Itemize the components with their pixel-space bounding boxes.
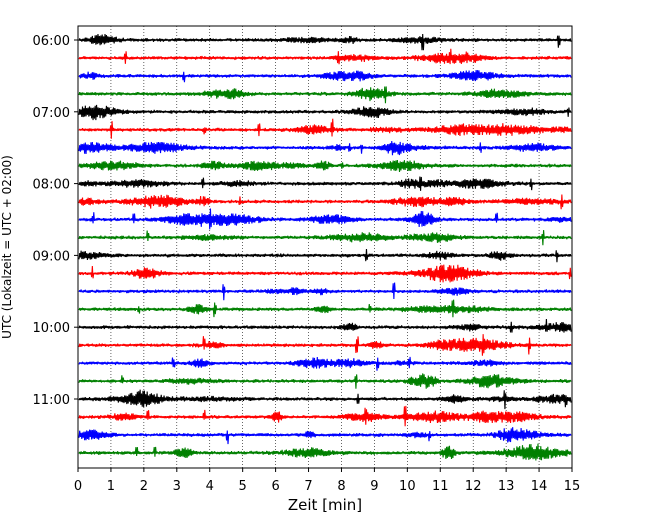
x-tick-label: 7 bbox=[304, 479, 312, 494]
trace-1145 bbox=[78, 443, 572, 461]
x-axis-ticks: 0 1 2 3 4 5 6 7 8 9 10 11 12 13 14 15 bbox=[74, 468, 580, 494]
seismogram-traces bbox=[78, 33, 572, 461]
trace-0645 bbox=[78, 86, 572, 104]
trace-0745 bbox=[78, 160, 572, 172]
trace-0945 bbox=[78, 299, 572, 318]
x-tick-label: 12 bbox=[465, 479, 482, 494]
x-axis-label: Zeit [min] bbox=[288, 496, 362, 514]
trace-0845 bbox=[78, 230, 572, 246]
x-tick-label: 11 bbox=[432, 479, 449, 494]
x-tick-label: 9 bbox=[370, 479, 378, 494]
trace-0915 bbox=[78, 264, 572, 283]
trace-0700 bbox=[78, 104, 572, 121]
trace-0600 bbox=[78, 33, 572, 51]
x-tick-label: 14 bbox=[531, 479, 548, 494]
y-axis-ticks: 06:00 07:00 08:00 09:00 10:00 11:00 bbox=[33, 34, 78, 408]
trace-0800 bbox=[78, 176, 572, 191]
x-tick-label: 3 bbox=[173, 479, 181, 494]
trace-1130 bbox=[78, 427, 572, 445]
x-tick-label: 13 bbox=[498, 479, 515, 494]
trace-0930 bbox=[78, 282, 572, 301]
y-axis-label: UTC (Lokalzeit = UTC + 02:00) bbox=[0, 155, 14, 339]
trace-0900 bbox=[78, 249, 572, 263]
trace-1000 bbox=[78, 319, 572, 333]
x-tick-label: 2 bbox=[140, 479, 148, 494]
x-tick-label: 6 bbox=[271, 479, 279, 494]
trace-0630 bbox=[78, 69, 572, 83]
x-tick-label: 10 bbox=[399, 479, 416, 494]
trace-0615 bbox=[78, 48, 572, 65]
x-tick-label: 4 bbox=[206, 479, 214, 494]
y-tick-label: 08:00 bbox=[33, 178, 70, 193]
y-tick-label: 11:00 bbox=[33, 393, 70, 408]
trace-1100 bbox=[78, 389, 572, 410]
trace-1015 bbox=[78, 334, 572, 356]
trace-1115 bbox=[78, 405, 572, 427]
trace-0830 bbox=[78, 208, 572, 230]
trace-1045 bbox=[78, 373, 572, 389]
x-tick-label: 15 bbox=[564, 479, 581, 494]
y-tick-label: 06:00 bbox=[33, 34, 70, 49]
plot-frame bbox=[77, 25, 573, 469]
y-tick-label: 07:00 bbox=[33, 106, 70, 121]
trace-0715 bbox=[78, 118, 572, 139]
x-tick-label: 5 bbox=[239, 479, 247, 494]
x-tick-label: 1 bbox=[107, 479, 115, 494]
trace-0730 bbox=[78, 140, 572, 156]
trace-0815 bbox=[78, 194, 572, 210]
y-tick-label: 09:00 bbox=[33, 249, 70, 264]
trace-1030 bbox=[78, 356, 572, 371]
x-tick-label: 0 bbox=[74, 479, 82, 494]
y-tick-label: 10:00 bbox=[33, 321, 70, 336]
x-tick-label: 8 bbox=[337, 479, 345, 494]
